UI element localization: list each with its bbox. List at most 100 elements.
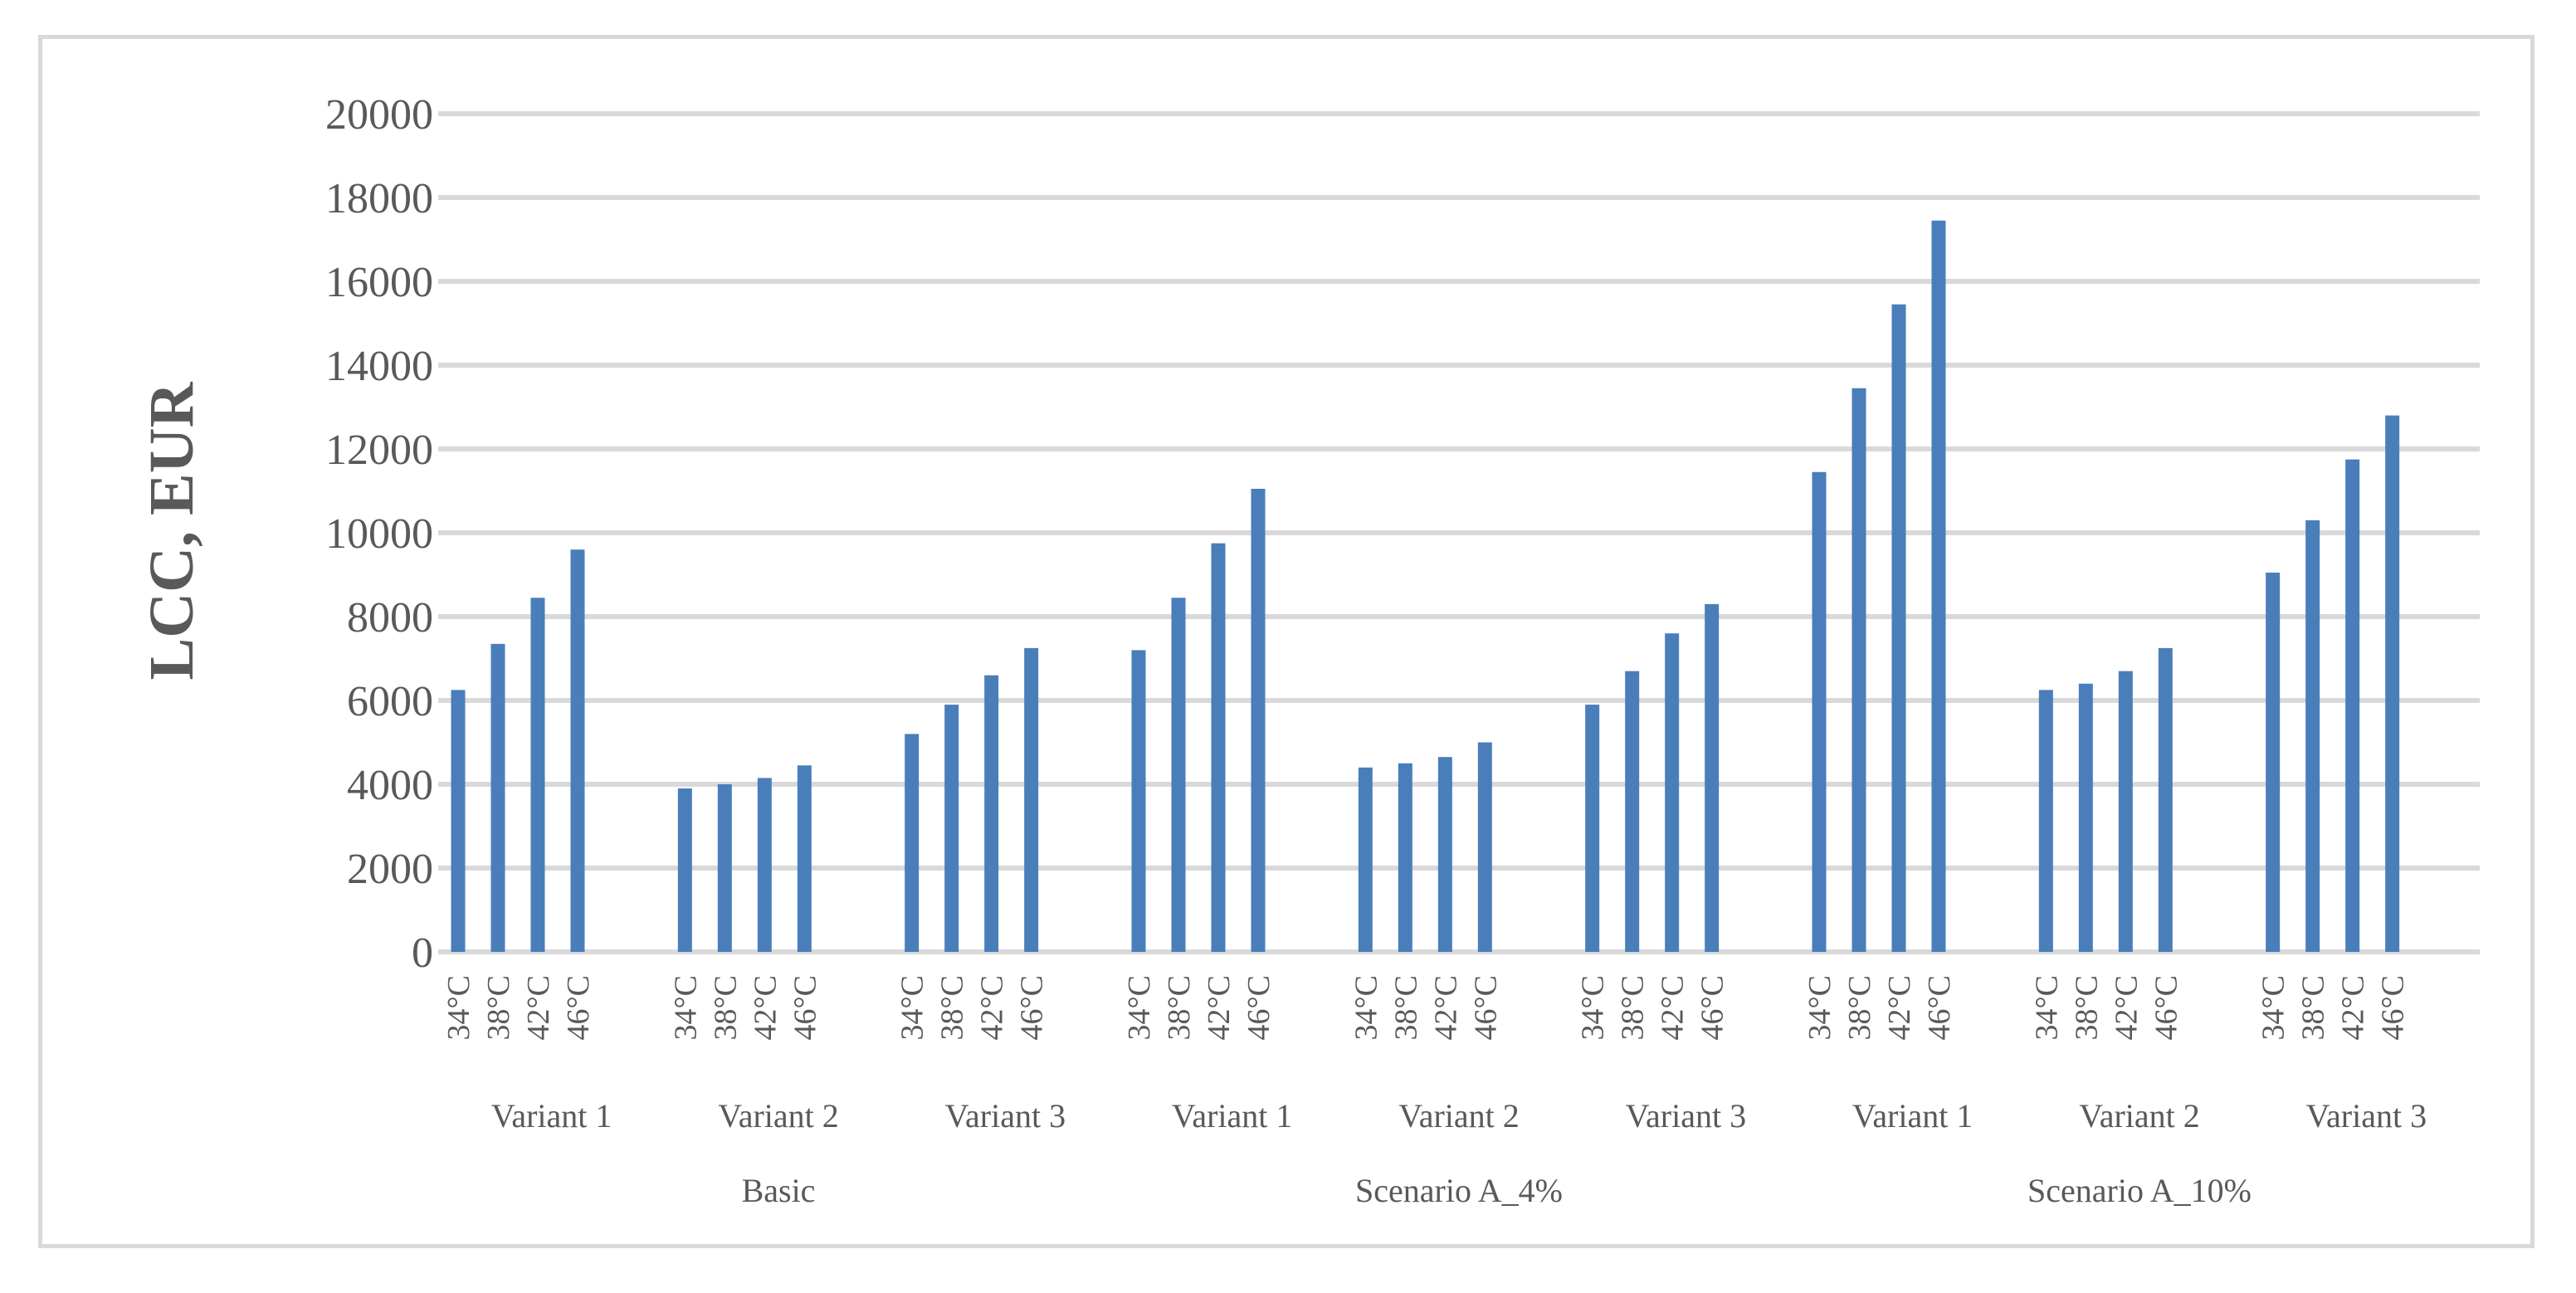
bar	[490, 643, 505, 952]
category-label: 46°C	[788, 975, 822, 1041]
category-label: 34°C	[2256, 975, 2291, 1041]
category-label: 46°C	[2149, 975, 2183, 1041]
category-label: 34°C	[2029, 975, 2064, 1041]
variant-label: Variant 2	[1398, 1097, 1520, 1134]
category-label: 38°C	[708, 975, 743, 1041]
category-label: 46°C	[1695, 975, 1730, 1041]
category-label: 38°C	[1842, 975, 1877, 1041]
y-tick-label: 6000	[347, 678, 433, 725]
bar	[797, 765, 812, 952]
bar	[570, 549, 585, 952]
variant-label: Variant 3	[945, 1097, 1066, 1134]
group-label: Scenario A_10%	[2027, 1172, 2252, 1209]
variant-label: Variant 2	[718, 1097, 839, 1134]
bar	[1625, 671, 1640, 952]
bars	[451, 220, 2400, 953]
bar	[1665, 633, 1680, 952]
category-label: 34°C	[1803, 975, 1837, 1041]
y-tick-label: 14000	[325, 343, 433, 390]
bar	[1398, 763, 1412, 952]
bar	[2038, 690, 2053, 952]
variant-label: Variant 2	[2079, 1097, 2200, 1134]
group-label: Scenario A_4%	[1355, 1172, 1563, 1209]
category-label: 38°C	[1162, 975, 1197, 1041]
bar	[1477, 742, 1492, 952]
bar	[2385, 415, 2400, 953]
bar	[1812, 471, 1827, 952]
category-label: 46°C	[561, 975, 596, 1041]
y-tick-label: 4000	[347, 762, 433, 809]
bar	[984, 675, 999, 952]
category-label: 46°C	[2376, 975, 2411, 1041]
y-axis-ticks: 0 2000 4000 6000 8000 10000 12000 14000 16000 180…	[325, 91, 433, 977]
variant-label: Variant 1	[1172, 1097, 1293, 1134]
y-tick-label: 0	[412, 929, 433, 977]
bar	[2266, 572, 2281, 952]
bar	[1024, 647, 1039, 952]
y-tick-label: 18000	[325, 175, 433, 222]
bar	[717, 784, 732, 952]
category-label: 42°C	[1428, 975, 1463, 1041]
bar	[1171, 598, 1186, 952]
category-label: 34°C	[442, 975, 476, 1041]
category-label: 38°C	[481, 975, 516, 1041]
category-label: 38°C	[1388, 975, 1423, 1041]
category-label: 34°C	[1576, 975, 1611, 1041]
category-label: 34°C	[668, 975, 703, 1041]
bar	[530, 598, 545, 952]
bar	[944, 705, 959, 952]
category-label: 42°C	[1202, 975, 1237, 1041]
category-label: 42°C	[2109, 975, 2144, 1041]
category-label: 42°C	[748, 975, 783, 1041]
bar	[1931, 220, 1946, 952]
bar	[2305, 520, 2320, 952]
bar	[1891, 304, 1906, 952]
bar	[1852, 388, 1866, 952]
bar	[1585, 705, 1600, 952]
bar	[1358, 767, 1373, 952]
y-tick-label: 16000	[325, 259, 433, 306]
bar	[2345, 459, 2360, 952]
y-tick-label: 10000	[325, 510, 433, 558]
category-label: 34°C	[1349, 975, 1383, 1041]
group-label: Basic	[742, 1172, 816, 1209]
category-label: 34°C	[895, 975, 930, 1041]
y-tick-label: 2000	[347, 846, 433, 893]
variant-label: Variant 1	[491, 1097, 612, 1134]
category-label: 46°C	[1468, 975, 1503, 1041]
bar	[1211, 543, 1226, 952]
category-label: 34°C	[1122, 975, 1157, 1041]
variant-label: Variant 1	[1852, 1097, 1973, 1134]
variant-label: Variant 3	[2306, 1097, 2427, 1134]
category-label: 46°C	[1242, 975, 1276, 1041]
chart-frame	[38, 35, 2535, 1248]
y-axis-title: LCC, EUR	[137, 381, 207, 680]
y-tick-label: 8000	[347, 594, 433, 642]
category-label: 46°C	[1015, 975, 1050, 1041]
bar	[1251, 488, 1266, 952]
category-label: 42°C	[2336, 975, 2371, 1041]
y-tick-label: 20000	[325, 91, 433, 139]
category-label: 42°C	[1882, 975, 1917, 1041]
category-label: 42°C	[521, 975, 556, 1041]
bar	[677, 788, 692, 952]
bar	[1131, 650, 1146, 952]
category-label: 38°C	[935, 975, 970, 1041]
category-label: 42°C	[975, 975, 1010, 1041]
bar	[2118, 671, 2133, 952]
gridlines	[438, 111, 2480, 954]
category-label: 42°C	[1656, 975, 1690, 1041]
category-label: 38°C	[1616, 975, 1651, 1041]
bar	[757, 778, 772, 952]
y-tick-label: 12000	[325, 427, 433, 474]
bar	[2158, 647, 2173, 952]
category-label: 38°C	[2069, 975, 2104, 1041]
bar	[1705, 603, 1720, 952]
bar	[1437, 757, 1452, 952]
bar	[905, 734, 920, 952]
category-label: 38°C	[2296, 975, 2331, 1041]
variant-label: Variant 3	[1626, 1097, 1747, 1134]
category-label: 46°C	[1922, 975, 1957, 1041]
